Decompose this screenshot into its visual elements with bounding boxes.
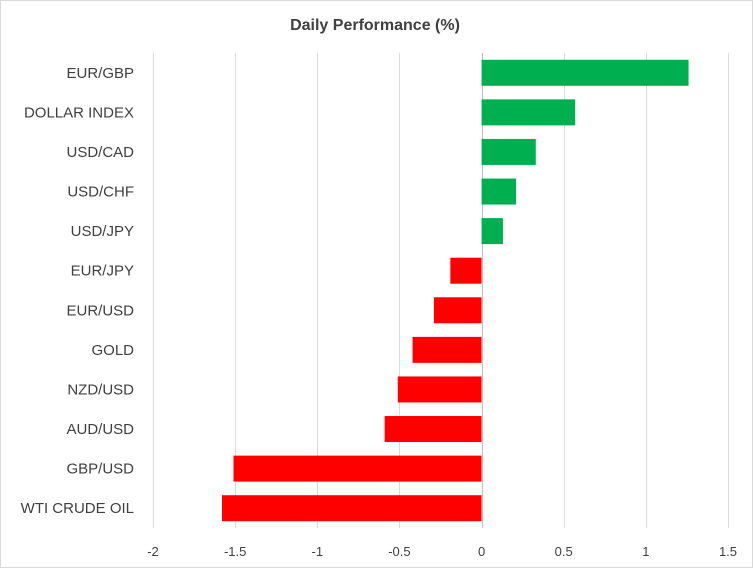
x-tick-label: -1 [312, 544, 324, 559]
category-label: AUD/USD [66, 421, 134, 438]
category-label: USD/JPY [71, 223, 134, 240]
chart-title: Daily Performance (%) [290, 17, 460, 34]
bar-eur-gbp [481, 59, 689, 86]
category-label: NZD/USD [67, 381, 134, 398]
bar-usd-chf [481, 178, 517, 205]
category-label: WTI CRUDE OIL [21, 500, 134, 517]
x-tick-label: -2 [147, 544, 159, 559]
x-tick-label: -1.5 [224, 544, 246, 559]
bar-usd-jpy [481, 218, 503, 245]
bar-wti-crude-oil [222, 495, 482, 522]
x-axis-tick-labels: -2 -1.5 -1 -0.5 0 0.5 1 1.5 [147, 544, 737, 559]
bars [222, 59, 689, 522]
category-label: GOLD [91, 342, 134, 359]
category-label: GBP/USD [66, 461, 134, 478]
category-label: USD/CAD [66, 144, 134, 161]
bar-gold [412, 336, 482, 363]
category-label: DOLLAR INDEX [24, 104, 134, 121]
x-tick-label: 0.5 [555, 544, 573, 559]
category-label: EUR/USD [66, 302, 134, 319]
x-tick-label: -0.5 [388, 544, 410, 559]
bar-nzd-usd [397, 376, 482, 403]
category-labels: EUR/GBP DOLLAR INDEX USD/CAD USD/CHF USD/JPY… [21, 65, 135, 517]
bar-eur-jpy [450, 257, 482, 284]
bar-aud-usd [384, 416, 482, 443]
bar-eur-usd [433, 297, 482, 324]
bar-gbp-usd [233, 455, 482, 482]
gridlines [153, 53, 729, 528]
bar-dollar-index [481, 99, 576, 126]
category-label: EUR/JPY [71, 263, 134, 280]
category-label: EUR/GBP [66, 65, 134, 82]
x-tick-label: 1.5 [719, 544, 737, 559]
x-tick-label: 1 [642, 544, 649, 559]
x-tick-label: 0 [478, 544, 485, 559]
bar-usd-cad [481, 138, 536, 165]
category-label: USD/CHF [67, 184, 134, 201]
